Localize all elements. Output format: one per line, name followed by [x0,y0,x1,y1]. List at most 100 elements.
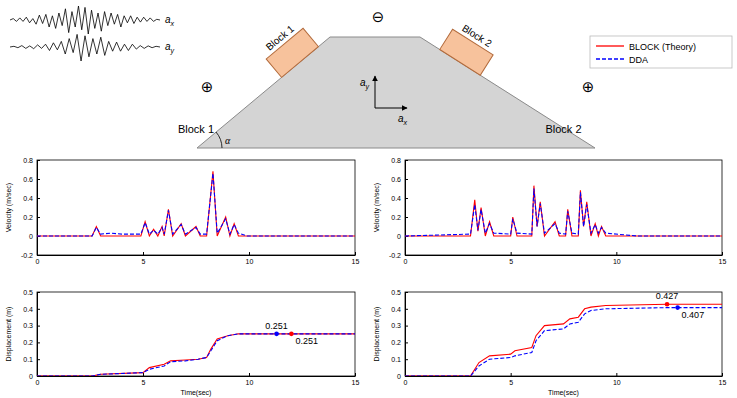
y-tick: 0 [397,373,408,380]
y-tick-label: 0.8 [391,157,401,164]
x-axis: 0 5 10 15 [404,252,727,265]
x-tick-label: 0 [404,258,408,265]
y-axis-line [37,293,38,377]
y-tick-mark [37,326,40,327]
y-tick-mark [37,179,40,180]
annotation-label: 0.427 [656,291,679,301]
y-tick-mark [37,342,40,343]
plot-frame [37,160,355,255]
x-axis-line [38,376,356,377]
x-axis: 051015 [36,252,360,265]
annotation-marker [274,332,279,337]
y-tick-mark [405,326,408,327]
x-tick-label: 10 [613,379,621,386]
legend-box [590,36,732,68]
series-line [405,186,722,236]
y-axis: 00.10.20.30.40.5 [23,289,40,380]
y-tick-label: 0.2 [391,339,401,346]
y-tick-mark [405,217,408,218]
x-tick: 5 [142,373,146,386]
y-tick: 0.8 [23,157,40,164]
x-tick: 10 [613,252,621,265]
y-tick: 0.2 [23,214,40,221]
x-tick: 15 [352,252,360,265]
y-tick-mark [37,198,40,199]
y-tick-label: 0.6 [23,176,33,183]
y-tick-label: 0.1 [23,356,33,363]
x-tick-label: 10 [613,258,621,265]
x-tick-label: 10 [246,258,254,265]
y-tick: 0.2 [23,339,40,346]
x-axis-line [38,255,356,256]
chart-title: Block 2 [545,123,581,135]
waveform [10,34,160,61]
x-tick: 5 [509,252,513,265]
axis-arrow-label: ax [398,113,408,126]
x-tick: 5 [142,252,146,265]
annotation-label: 0.407 [682,310,705,320]
x-tick-label: 15 [352,258,360,265]
series-line [405,304,722,376]
y-tick: 0 [29,373,40,380]
legend-swatch [596,58,624,59]
y-tick-mark [37,217,40,218]
x-tick-mark [616,373,617,376]
y-tick-mark [405,292,408,293]
waveform [10,6,160,34]
waveform-label-sub: x [170,20,175,27]
y-axis-line [37,161,38,256]
x-tick-label: 5 [142,258,146,265]
y-axis-line [405,161,406,256]
y-axis-line [405,293,406,377]
x-tick-label: 5 [142,379,146,386]
y-tick-mark [37,160,40,161]
series-line [405,308,722,376]
x-tick-label: 15 [719,258,727,265]
y-tick-label: -0.2 [389,252,401,259]
x-tick-mark [143,252,144,255]
legend-label: BLOCK (Theory) [629,42,696,52]
block: Block 2 [440,18,500,75]
x-tick-mark [143,373,144,376]
legend: BLOCK (Theory)DDA [590,36,732,68]
y-tick: 0.4 [391,306,408,313]
x-tick-mark [249,373,250,376]
y-tick: 0.2 [391,339,408,346]
y-tick-label: 0.2 [23,214,33,221]
y-tick-mark [405,255,408,256]
y-tick-mark [405,359,408,360]
angle-label: α [225,135,231,146]
x-axis-title: Time(sec) [548,389,579,397]
x-tick-label: 15 [352,379,360,386]
y-tick: 0.1 [23,356,40,363]
sign: ⊖ [372,8,385,26]
x-axis-line [406,376,723,377]
y-axis-title: Displacement (m) [373,307,381,362]
chart-title: Block 1 [178,123,214,135]
x-tick-label: 0 [404,379,408,386]
block: Block 1 [258,18,319,77]
angle-arc [216,132,222,148]
chart: 051015-0.200.20.40.60.8Block 1Velocity (… [5,123,359,265]
diagram: axayαBlock 1Block 2⊕⊖⊕ayax [10,6,595,148]
y-axis: -0.200.20.40.60.8 [389,157,408,259]
y-tick-mark [405,198,408,199]
y-tick-label: -0.2 [21,252,33,259]
y-tick: 0.4 [391,195,408,202]
y-tick: 0.1 [391,356,408,363]
y-tick-label: 0 [29,373,33,380]
x-axis: 051015 [404,373,727,386]
axis-arrow [375,76,376,108]
y-tick-label: 0.5 [391,289,401,296]
y-tick: 0.2 [391,214,408,221]
y-tick-label: 0.6 [391,176,401,183]
y-tick: 0.6 [391,176,408,183]
y-axis-title: Velocity (m/sec) [373,183,381,232]
chart: 05101500.10.20.30.40.50.4270.407Displace… [373,289,726,397]
y-tick-label: 0.4 [391,306,401,313]
waveform-label-sub: y [170,47,175,55]
y-axis: -0.200.20.40.60.8 [21,157,40,259]
plot-frame [405,292,722,376]
waveform-label: ay [165,41,175,55]
y-tick: 0.8 [391,157,408,164]
